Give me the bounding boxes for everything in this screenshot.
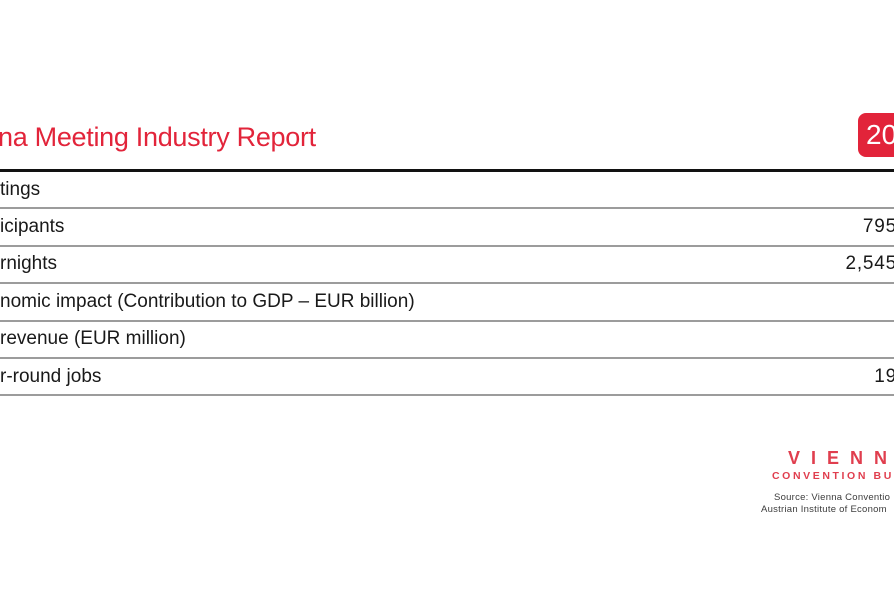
table-row: revenue (EUR million) <box>0 322 894 359</box>
vienna-logo-subtitle: CONVENTION BU <box>772 470 894 482</box>
table-row: rnights 2,545 <box>0 247 894 285</box>
row-label-participants: icipants <box>0 216 65 238</box>
table-row: nomic impact (Contribution to GDP – EUR … <box>0 284 894 322</box>
row-label-jobs: r-round jobs <box>0 365 102 387</box>
report-table: tings icipants 795 rnights 2,545 nomic i… <box>0 169 894 397</box>
table-row: icipants 795 <box>0 209 894 247</box>
source-note-line1: Source: Vienna Conventio <box>774 492 891 503</box>
vienna-logo-wordmark: VIENN <box>788 448 894 468</box>
row-label-overnights: rnights <box>0 253 58 275</box>
table-row: tings <box>0 172 894 210</box>
row-value-jobs: 19 <box>874 365 894 387</box>
source-note-line2: Austrian Institute of Econom <box>761 504 887 515</box>
year-badge: 20 <box>858 113 894 157</box>
row-label-revenue: revenue (EUR million) <box>0 328 186 350</box>
row-label-meetings: tings <box>0 178 41 200</box>
table-row: r-round jobs 19 <box>0 359 894 397</box>
row-value-overnights: 2,545 <box>845 253 894 275</box>
row-label-economic-impact: nomic impact (Contribution to GDP – EUR … <box>0 290 415 312</box>
page-title: na Meeting Industry Report <box>0 122 316 152</box>
row-value-participants: 795 <box>862 216 894 238</box>
year-badge-label: 20 <box>866 119 894 150</box>
